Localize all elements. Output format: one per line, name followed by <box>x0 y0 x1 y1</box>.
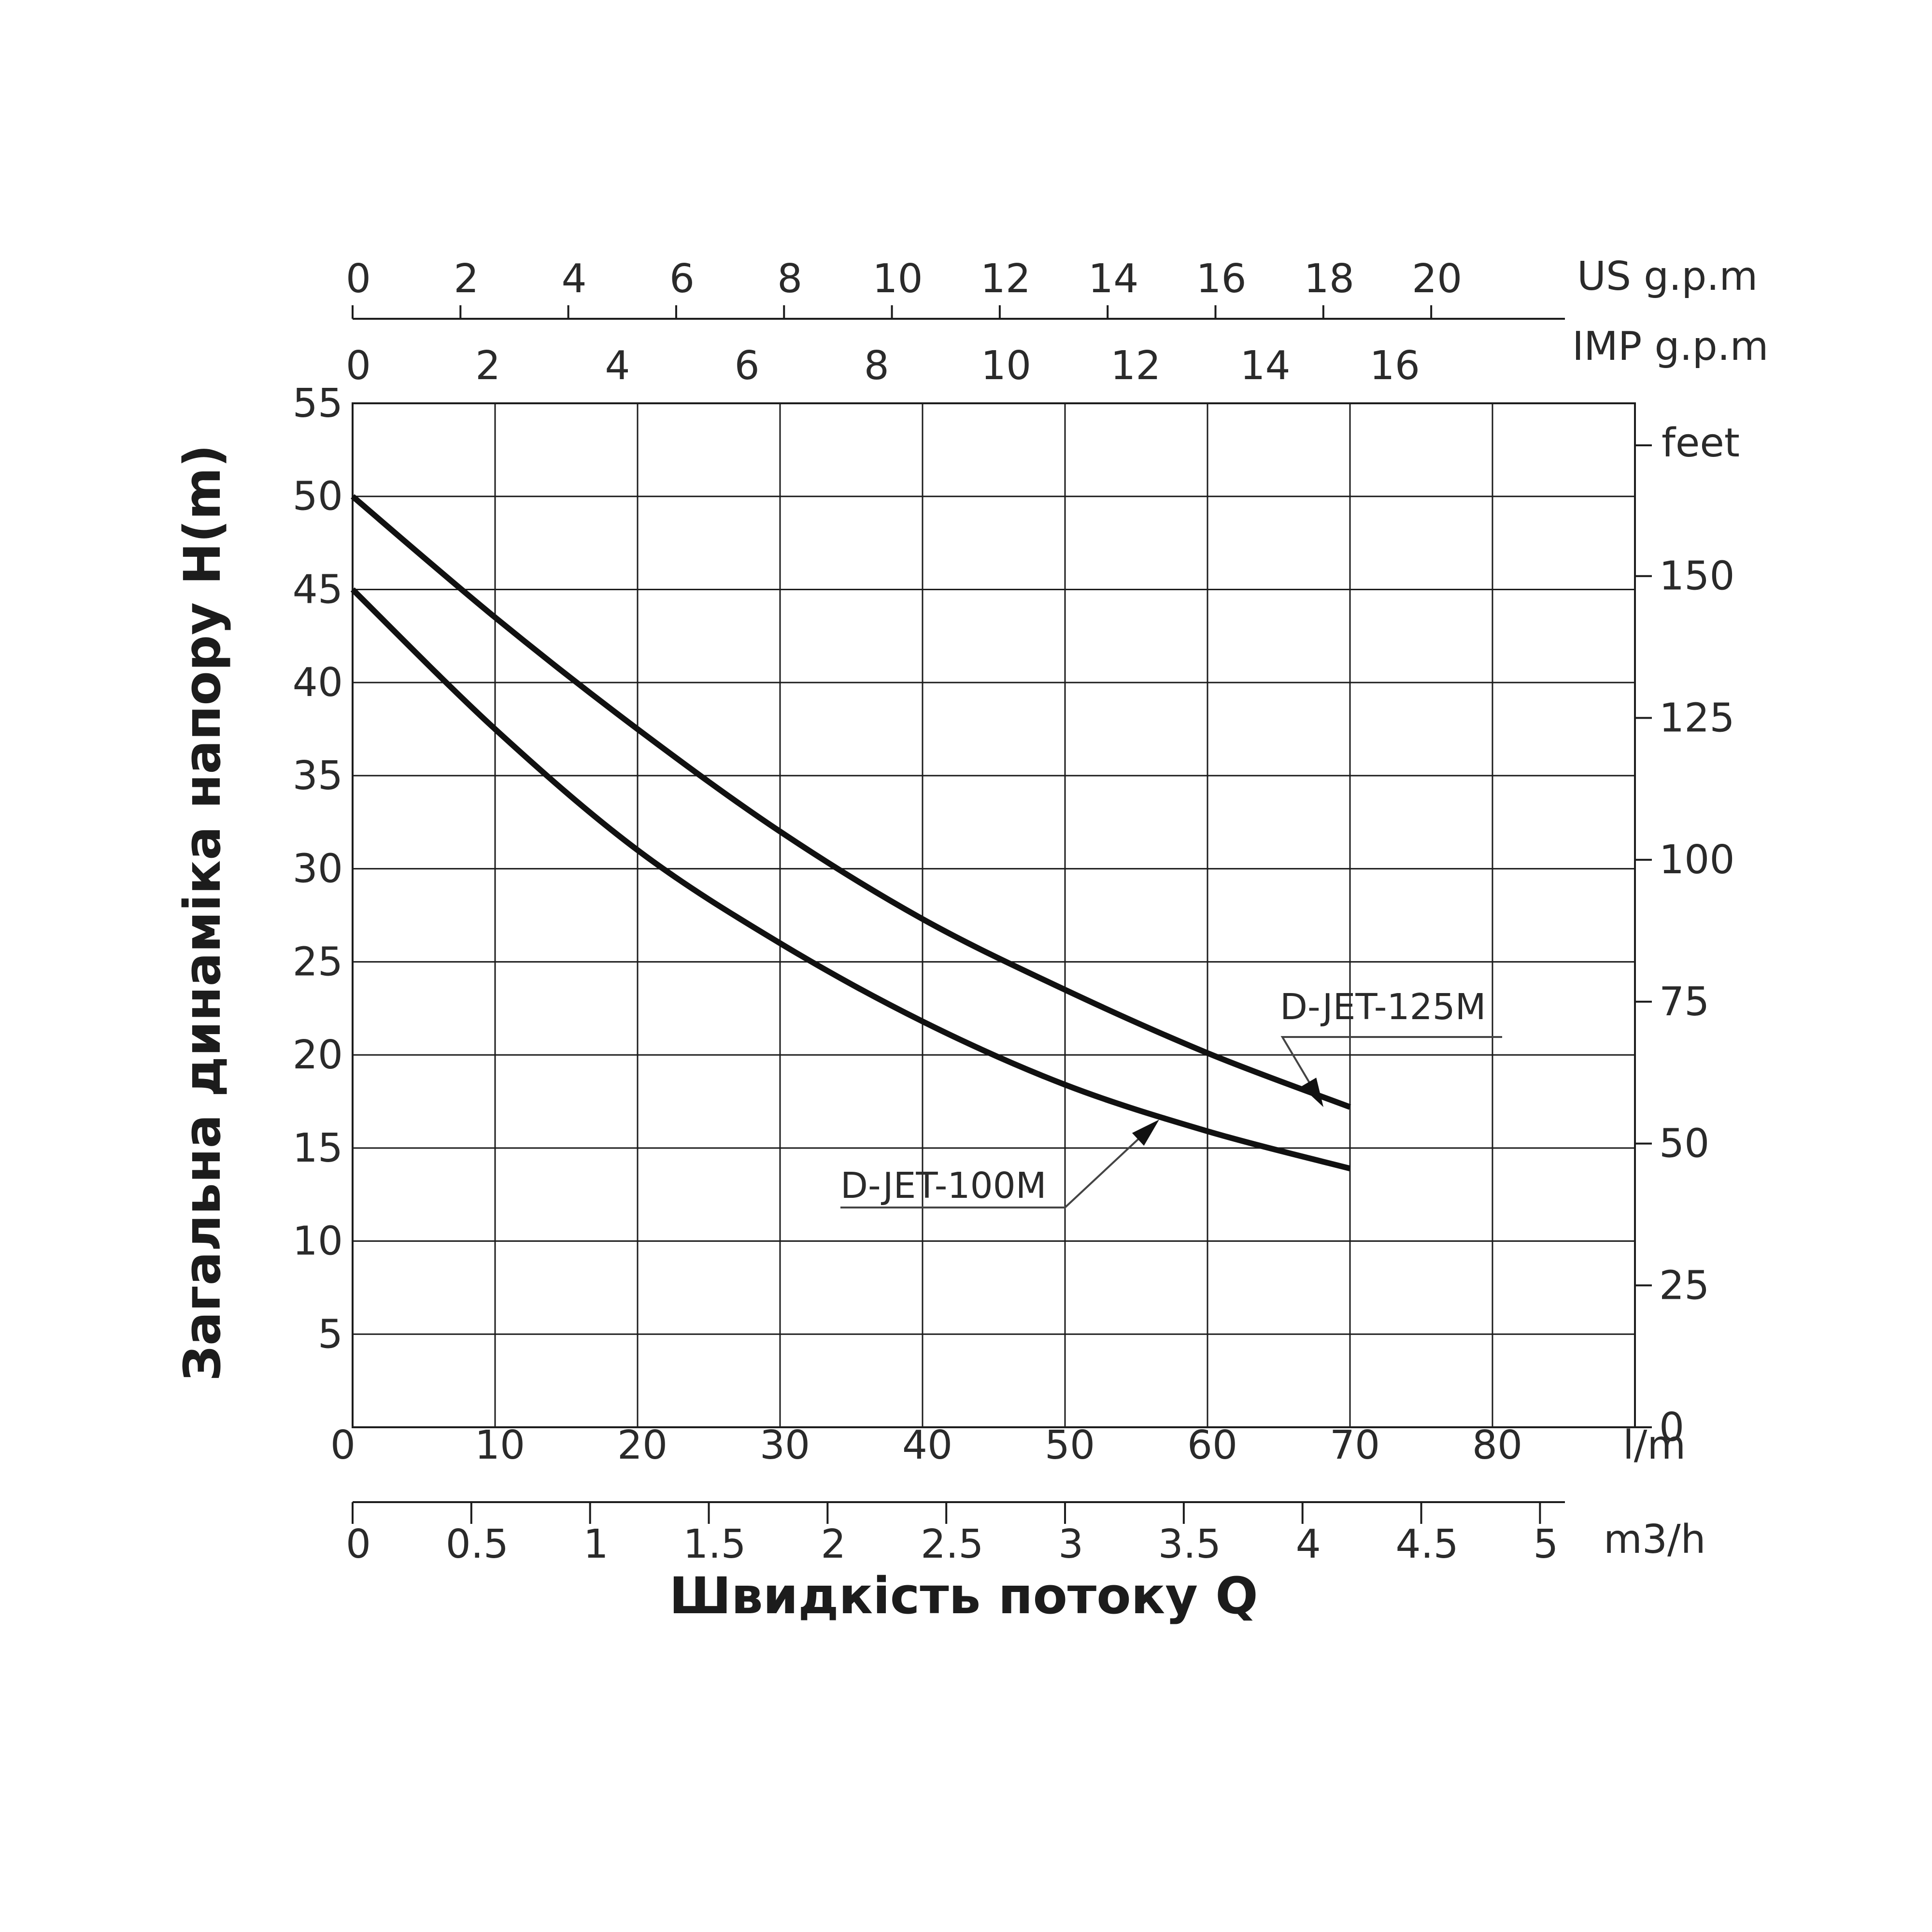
feet-tick-label: 125 <box>1659 695 1735 741</box>
y-tick-label: 40 <box>293 660 343 706</box>
series-label-d-jet-100m: D-JET-100M <box>840 1165 1047 1207</box>
m3h-tick-label: 3 <box>1058 1521 1083 1567</box>
x-tick-label: 0 <box>330 1422 355 1468</box>
m3h-tick-label: 2 <box>821 1521 846 1567</box>
imp-gpm-tick-label: 4 <box>605 343 630 389</box>
us-gpm-tick-label: 4 <box>562 256 587 302</box>
us-gpm-tick-label: 18 <box>1304 256 1354 302</box>
x-tick-label: 10 <box>475 1422 525 1468</box>
imp-gpm-tick-label: 6 <box>735 343 760 389</box>
y-tick-label: 50 <box>293 474 343 520</box>
m3h-tick-label: 1.5 <box>683 1521 746 1567</box>
x-tick-label: 20 <box>617 1422 668 1468</box>
y-tick-label: 55 <box>293 381 343 426</box>
series-label-d-jet-125m: D-JET-125M <box>1280 986 1486 1028</box>
feet-tick-label: 0 <box>1659 1405 1684 1450</box>
y-axis-title: Загальна динаміка напору H(m) <box>173 444 232 1381</box>
feet-tick-label: 150 <box>1659 554 1735 599</box>
series-leader-d-jet-125m <box>1280 1036 1502 1095</box>
x-unit-imp-gpm: IMP g.p.m <box>1572 324 1769 369</box>
y-unit-feet: feet <box>1662 420 1740 466</box>
m3h-tick-label: 0.5 <box>446 1521 509 1567</box>
series-curve-1 <box>350 587 1351 1172</box>
x-unit-lpm: l/m <box>1623 1422 1686 1468</box>
y-tick-label: 10 <box>293 1219 343 1264</box>
us-gpm-tick-label: 20 <box>1412 256 1462 302</box>
imp-gpm-tick-label: 8 <box>864 343 889 389</box>
x-tick-label: 30 <box>760 1422 810 1468</box>
us-gpm-tick-label: 2 <box>454 256 479 302</box>
series-leader-d-jet-100m <box>840 1125 1153 1208</box>
m3h-tick-label: 4.5 <box>1395 1521 1458 1567</box>
imp-gpm-tick-label: 0 <box>346 343 371 389</box>
us-gpm-tick-label: 12 <box>980 256 1031 302</box>
y-tick-label: 5 <box>318 1311 343 1357</box>
x-axis-title: Швидкість потоку Q <box>669 1566 1258 1625</box>
m3h-tick-label: 2.5 <box>921 1521 983 1567</box>
y-tick-label: 25 <box>293 939 343 985</box>
x-tick-label: 60 <box>1187 1422 1237 1468</box>
us-gpm-tick-label: 16 <box>1196 256 1246 302</box>
y-tick-label: 30 <box>293 846 343 892</box>
y-tick-label: 20 <box>293 1032 343 1078</box>
y-tick-label: 35 <box>293 753 343 799</box>
imp-gpm-tick-label: 10 <box>981 343 1031 389</box>
plot-frame <box>352 402 1636 1428</box>
x-tick-label: 70 <box>1330 1422 1380 1468</box>
us-gpm-tick-label: 14 <box>1088 256 1138 302</box>
x-tick-label: 50 <box>1045 1422 1095 1468</box>
y-tick-label: 45 <box>293 567 343 612</box>
feet-tick-label: 50 <box>1659 1121 1709 1167</box>
m3h-tick-label: 4 <box>1296 1521 1321 1567</box>
curve-layer <box>350 494 1351 1172</box>
series-curve-0 <box>351 494 1351 1110</box>
feet-tick-label: 75 <box>1659 979 1709 1025</box>
us-gpm-tick-label: 8 <box>777 256 802 302</box>
series-arrow-d-jet-125m <box>1301 1078 1323 1107</box>
us-gpm-tick-label: 10 <box>872 256 923 302</box>
axes-layer <box>352 305 1652 1524</box>
grid-layer <box>352 402 1636 1428</box>
series-arrow-d-jet-100m <box>1132 1120 1159 1146</box>
feet-tick-label: 25 <box>1659 1263 1709 1308</box>
imp-gpm-tick-label: 12 <box>1110 343 1161 389</box>
m3h-tick-label: 1 <box>583 1521 609 1567</box>
us-gpm-tick-label: 6 <box>669 256 695 302</box>
imp-gpm-tick-label: 16 <box>1370 343 1420 389</box>
x-tick-label: 80 <box>1472 1422 1522 1468</box>
x-tick-label: 40 <box>902 1422 952 1468</box>
feet-tick-label: 100 <box>1659 837 1735 883</box>
imp-gpm-tick-label: 14 <box>1240 343 1290 389</box>
x-unit-m3h: m3/h <box>1604 1517 1706 1563</box>
m3h-tick-label: 0 <box>346 1521 371 1567</box>
m3h-tick-label: 5 <box>1533 1521 1558 1567</box>
imp-gpm-tick-label: 2 <box>475 343 500 389</box>
m3h-tick-label: 3.5 <box>1158 1521 1221 1567</box>
y-tick-label: 15 <box>293 1125 343 1171</box>
us-gpm-tick-label: 0 <box>346 256 371 302</box>
x-unit-us-gpm: US g.p.m <box>1577 254 1758 299</box>
